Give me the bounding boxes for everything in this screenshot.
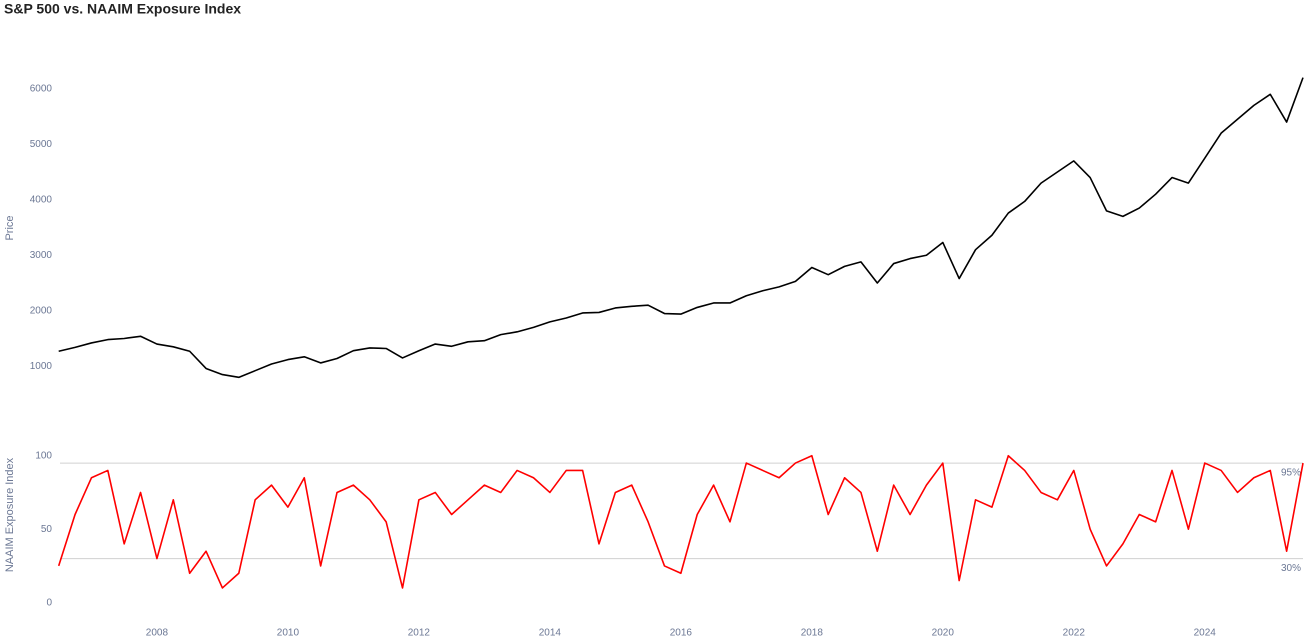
- x-tick-label: 2016: [670, 628, 693, 639]
- reference-label: 95%: [1281, 468, 1301, 479]
- y-tick-label: 4000: [30, 194, 53, 205]
- y-tick-label: 50: [41, 524, 53, 535]
- data-line: [58, 77, 1304, 379]
- y-axis-title: NAAIM Exposure Index: [4, 457, 16, 572]
- x-tick-label: 2014: [539, 628, 562, 639]
- x-tick-label: 2008: [146, 628, 169, 639]
- y-axis-title: Price: [4, 215, 16, 240]
- y-tick-label: 3000: [30, 250, 53, 261]
- x-tick-label: 2010: [277, 628, 300, 639]
- x-tick-label: 2024: [1194, 628, 1217, 639]
- y-tick-label: 2000: [30, 305, 53, 316]
- reference-label: 30%: [1281, 563, 1301, 574]
- x-tick-label: 2022: [1063, 628, 1086, 639]
- y-tick-label: 100: [35, 450, 52, 461]
- x-tick-label: 2020: [932, 628, 955, 639]
- data-line: [57, 454, 1304, 589]
- y-tick-label: 0: [46, 597, 52, 608]
- x-tick-label: 2018: [801, 628, 824, 639]
- y-tick-label: 1000: [30, 361, 53, 372]
- y-tick-label: 6000: [30, 83, 53, 94]
- y-tick-label: 5000: [30, 139, 53, 150]
- chart-title: S&P 500 vs. NAAIM Exposure Index: [4, 1, 241, 17]
- x-tick-label: 2012: [408, 628, 431, 639]
